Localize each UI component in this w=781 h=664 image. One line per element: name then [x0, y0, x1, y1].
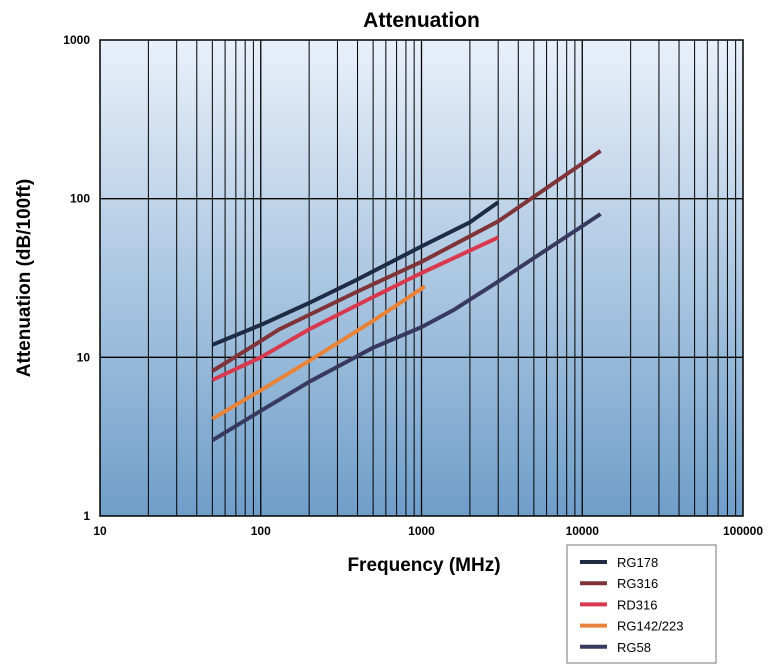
legend-label: RG142/223 [617, 619, 684, 634]
chart-title: Attenuation [363, 9, 480, 32]
y-tick-label: 10 [77, 350, 91, 364]
x-tick-label: 10000 [566, 524, 600, 538]
series-line-rd316 [211, 235, 500, 382]
legend-label: RD316 [617, 597, 657, 612]
series-lines [211, 149, 602, 443]
y-tick-label: 100 [70, 192, 90, 206]
legend: RG178 RG316 RD316 RG142/223 RG58 [566, 544, 717, 664]
y-axis-title: Attenuation (dB/100ft) [14, 179, 35, 377]
x-tick-label: 10 [93, 524, 107, 538]
x-axis-title: Frequency (MHz) [347, 555, 500, 576]
legend-label: RG58 [617, 640, 651, 655]
y-tick-label: 1000 [63, 33, 90, 47]
x-tick-label: 1000 [408, 524, 435, 538]
series-line-rg178 [211, 200, 500, 347]
series-line-rg316 [211, 149, 602, 373]
legend-label: RG178 [617, 555, 658, 570]
series-line-rg58 [211, 212, 602, 443]
x-tick-label: 100000 [723, 524, 763, 538]
plot-frame [99, 39, 744, 517]
grid [100, 40, 743, 516]
legend-label: RG316 [617, 576, 658, 591]
y-tick-label: 1 [83, 509, 90, 523]
series-line-rg142-223 [211, 284, 427, 421]
x-tick-label: 100 [251, 524, 271, 538]
